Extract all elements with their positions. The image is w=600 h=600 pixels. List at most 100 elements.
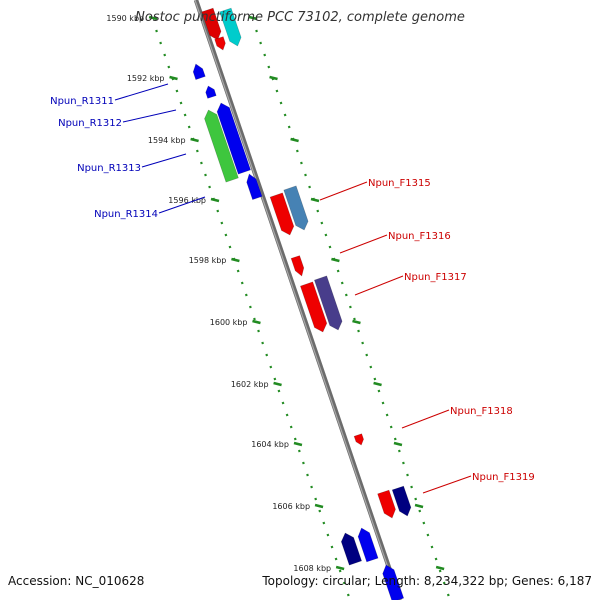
scale-dot-right	[414, 497, 418, 501]
reverse-gene-arrow[interactable]	[357, 527, 379, 563]
reverse-gene-arrow[interactable]	[382, 564, 405, 600]
scale-dot-left	[297, 449, 301, 453]
reverse-gene-label[interactable]: Npun_R1313	[77, 163, 141, 174]
scale-dot-right	[328, 245, 332, 249]
reverse-gene-arrow[interactable]	[246, 173, 263, 200]
kbp-tick-mark-right	[248, 15, 258, 21]
kbp-tick-label: 1590 kbp	[106, 14, 144, 23]
forward-gene-arrow[interactable]	[219, 7, 242, 47]
kbp-tick-label: 1598 kbp	[189, 256, 227, 265]
forward-gene-arrow[interactable]	[214, 36, 226, 51]
scale-dot-left	[322, 521, 326, 525]
scale-dot-left	[179, 101, 183, 105]
forward-gene-arrow[interactable]	[300, 281, 328, 333]
reverse-gene-leader-line	[141, 153, 187, 168]
scale-dot-right	[324, 233, 328, 237]
kbp-tick-mark	[252, 319, 261, 325]
forward-gene-arrow[interactable]	[269, 192, 295, 236]
kbp-tick-mark-right	[393, 441, 403, 447]
reverse-gene-leader-line	[122, 109, 177, 123]
scale-dot-right	[381, 401, 385, 405]
scale-dot-left	[155, 29, 158, 33]
scale-dot-right	[279, 101, 283, 105]
scale-dot-left	[334, 557, 338, 561]
reverse-gene-label[interactable]: Npun_R1314	[94, 209, 158, 220]
reverse-gene-arrow[interactable]	[192, 63, 206, 80]
scale-dot-right	[267, 65, 271, 69]
scale-dot-left	[249, 305, 252, 309]
scale-dot-left	[318, 509, 322, 513]
accession-text: Accession: NC_010628	[8, 574, 145, 588]
reverse-gene-label[interactable]: Npun_R1311	[50, 96, 114, 107]
kbp-tick-mark	[210, 197, 220, 203]
scale-dot-right	[320, 221, 324, 225]
kbp-tick-label: 1600 kbp	[210, 318, 248, 327]
forward-gene-arrow[interactable]	[353, 433, 364, 446]
scale-dot-right	[430, 545, 434, 549]
forward-gene-arrow[interactable]	[314, 275, 343, 331]
scale-dot-left	[273, 377, 277, 381]
scale-dot-left	[265, 353, 269, 357]
reverse-gene-arrow[interactable]	[205, 85, 217, 99]
forward-gene-leader-line	[401, 409, 450, 429]
kbp-tick-label: 1594 kbp	[148, 136, 186, 145]
forward-gene-label[interactable]: Npun_F1315	[368, 178, 431, 189]
scale-dot-right	[349, 305, 352, 309]
scale-dot-left	[167, 65, 171, 69]
scale-dot-right	[300, 161, 303, 165]
reverse-gene-leader-line	[158, 196, 206, 214]
kbp-tick-mark-right	[435, 565, 445, 571]
scale-dot-left	[240, 281, 244, 285]
scale-dot-right	[353, 317, 356, 321]
scale-dot-left	[175, 89, 179, 93]
kbp-tick-mark	[335, 565, 345, 571]
scale-dot-right	[438, 569, 442, 573]
scale-dot-right	[316, 209, 320, 213]
scale-dot-left	[195, 149, 199, 153]
scale-dot-right	[263, 53, 267, 57]
forward-gene-arrow[interactable]	[283, 185, 309, 231]
scale-dot-left	[200, 161, 203, 165]
scale-dot-left	[293, 437, 297, 441]
kbp-tick-mark-right	[290, 137, 299, 143]
scale-dot-right	[393, 437, 397, 441]
scale-dot-right	[255, 29, 258, 33]
forward-gene-label[interactable]: Npun_F1317	[404, 272, 467, 283]
kbp-tick-mark	[190, 137, 199, 143]
scale-dot-right	[426, 533, 430, 537]
kbp-tick-mark-right	[310, 197, 320, 203]
kbp-tick-mark	[169, 75, 178, 81]
topology-info-text: Topology: circular; Length: 8,234,322 bp…	[262, 574, 592, 588]
scale-dot-left	[326, 533, 330, 537]
scale-dot-left	[342, 581, 346, 585]
scale-dot-left	[281, 401, 285, 405]
scale-dot-left	[163, 53, 167, 57]
scale-dot-left	[224, 233, 228, 237]
scale-dot-left	[216, 209, 220, 213]
scale-dot-right	[377, 389, 381, 393]
scale-dot-right	[304, 173, 307, 177]
reverse-gene-arrow[interactable]	[204, 109, 239, 183]
kbp-tick-mark	[293, 441, 303, 447]
kbp-tick-mark	[273, 381, 282, 387]
scale-dot-left	[310, 485, 313, 489]
forward-gene-arrow[interactable]	[201, 7, 222, 41]
forward-gene-arrow[interactable]	[377, 489, 396, 519]
reverse-gene-arrow[interactable]	[216, 102, 251, 175]
forward-gene-label[interactable]: Npun_F1318	[450, 406, 513, 417]
kbp-tick-label: 1592 kbp	[127, 74, 165, 83]
forward-gene-label[interactable]: Npun_F1319	[472, 472, 535, 483]
scale-dot-right	[389, 425, 393, 429]
forward-gene-arrow[interactable]	[391, 485, 412, 517]
reverse-gene-arrow[interactable]	[340, 532, 362, 566]
scale-dot-right	[361, 341, 365, 345]
scale-dot-right	[259, 41, 263, 45]
scale-dot-left	[187, 125, 191, 129]
scale-dot-right	[336, 269, 340, 273]
forward-gene-arrow[interactable]	[290, 255, 305, 277]
reverse-gene-label[interactable]: Npun_R1312	[58, 118, 122, 129]
forward-gene-label[interactable]: Npun_F1316	[388, 231, 451, 242]
scale-dot-right	[422, 521, 426, 525]
